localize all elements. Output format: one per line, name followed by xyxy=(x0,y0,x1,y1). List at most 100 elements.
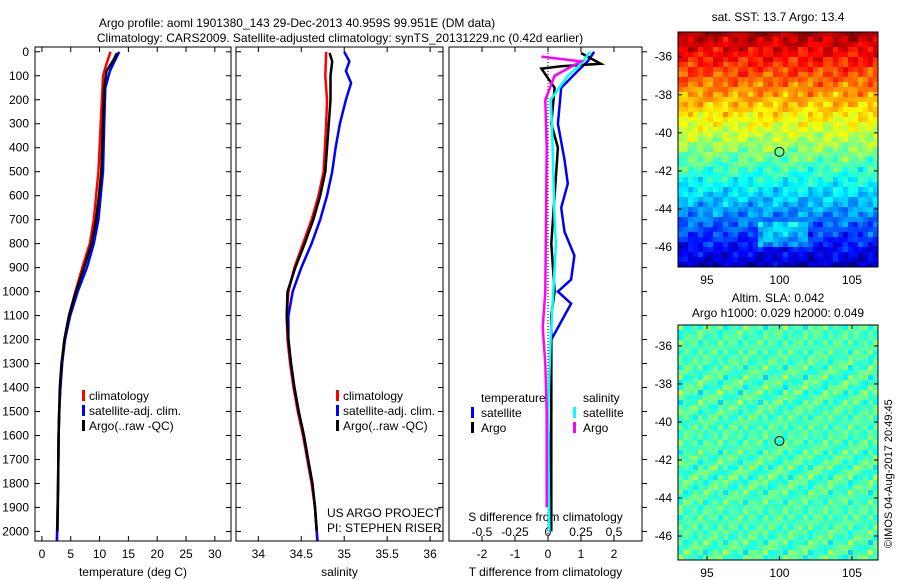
map-cell xyxy=(828,465,833,470)
map-cell xyxy=(708,242,713,247)
map-cell xyxy=(793,385,798,390)
map-cell xyxy=(773,485,778,490)
map-cell xyxy=(798,82,803,87)
map-cell xyxy=(728,330,733,335)
map-cell xyxy=(803,495,808,500)
map-cell xyxy=(723,455,728,460)
map-cell xyxy=(698,325,703,330)
map-cell xyxy=(678,82,683,87)
map-cell xyxy=(763,535,768,540)
map-cell xyxy=(683,227,688,232)
map-cell xyxy=(808,335,813,340)
map-cell xyxy=(828,345,833,350)
map-cell xyxy=(853,440,858,445)
depth-tick-label: 900 xyxy=(9,261,29,275)
map-cell xyxy=(838,520,843,525)
depth-tick-label: 1400 xyxy=(2,381,29,395)
map-cell xyxy=(828,420,833,425)
map-cell xyxy=(718,470,723,475)
map-cell xyxy=(693,67,698,72)
map-cell xyxy=(698,67,703,72)
map-cell xyxy=(833,162,838,167)
map-cell xyxy=(813,182,818,187)
map-cell xyxy=(828,450,833,455)
map-cell xyxy=(678,52,683,57)
map-cell xyxy=(708,505,713,510)
map-cell xyxy=(858,340,863,345)
map-cell xyxy=(773,182,778,187)
map-cell xyxy=(873,122,878,127)
map-cell xyxy=(848,555,853,560)
map-cell xyxy=(678,182,683,187)
map-cell xyxy=(743,405,748,410)
map-cell xyxy=(803,530,808,535)
map-cell xyxy=(833,410,838,415)
map-cell xyxy=(873,440,878,445)
map-cell xyxy=(763,252,768,257)
map-cell xyxy=(723,197,728,202)
map-cell xyxy=(873,490,878,495)
map-cell xyxy=(818,162,823,167)
map-cell xyxy=(813,410,818,415)
map-cell xyxy=(853,62,858,67)
map-cell xyxy=(788,217,793,222)
map-cell xyxy=(753,330,758,335)
map-cell xyxy=(873,500,878,505)
map-cell xyxy=(823,440,828,445)
map-cell xyxy=(868,202,873,207)
map-cell xyxy=(703,360,708,365)
map-cell xyxy=(788,47,793,52)
map-cell xyxy=(708,395,713,400)
map-cell xyxy=(823,555,828,560)
map-cell xyxy=(873,530,878,535)
map-cell xyxy=(728,57,733,62)
map-cell xyxy=(803,450,808,455)
map-cell xyxy=(818,515,823,520)
map-cell xyxy=(738,177,743,182)
map-cell xyxy=(808,510,813,515)
map-cell xyxy=(738,535,743,540)
map-cell xyxy=(718,375,723,380)
map-cell xyxy=(688,137,693,142)
map-cell xyxy=(798,420,803,425)
map-cell xyxy=(748,117,753,122)
map-cell xyxy=(783,370,788,375)
map-cell xyxy=(703,182,708,187)
map-cell xyxy=(753,112,758,117)
map-cell xyxy=(703,192,708,197)
map-cell xyxy=(723,450,728,455)
map-cell xyxy=(803,515,808,520)
map-cell xyxy=(788,375,793,380)
map-cell xyxy=(863,207,868,212)
map-cell xyxy=(813,147,818,152)
map-cell xyxy=(873,495,878,500)
map-cell xyxy=(788,455,793,460)
map-cell xyxy=(838,252,843,257)
map-cell xyxy=(778,550,783,555)
map-cell xyxy=(768,117,773,122)
map-cell xyxy=(748,540,753,545)
map-cell xyxy=(823,212,828,217)
map-cell xyxy=(818,450,823,455)
map-cell xyxy=(843,400,848,405)
map-cell xyxy=(748,415,753,420)
map-cell xyxy=(793,37,798,42)
map-cell xyxy=(788,82,793,87)
map-cell xyxy=(743,172,748,177)
map-cell xyxy=(848,237,853,242)
map-cell xyxy=(808,112,813,117)
map-cell xyxy=(763,32,768,37)
map-cell xyxy=(683,420,688,425)
map-cell xyxy=(773,157,778,162)
map-cell xyxy=(713,47,718,52)
map-cell xyxy=(873,157,878,162)
map-cell xyxy=(763,152,768,157)
map-cell xyxy=(838,425,843,430)
map-cell xyxy=(713,370,718,375)
map-cell xyxy=(763,37,768,42)
map-cell xyxy=(818,545,823,550)
x-axis-label: temperature (deg C) xyxy=(79,565,187,579)
map-cell xyxy=(753,390,758,395)
map-cell xyxy=(783,132,788,137)
map-cell xyxy=(853,262,858,267)
